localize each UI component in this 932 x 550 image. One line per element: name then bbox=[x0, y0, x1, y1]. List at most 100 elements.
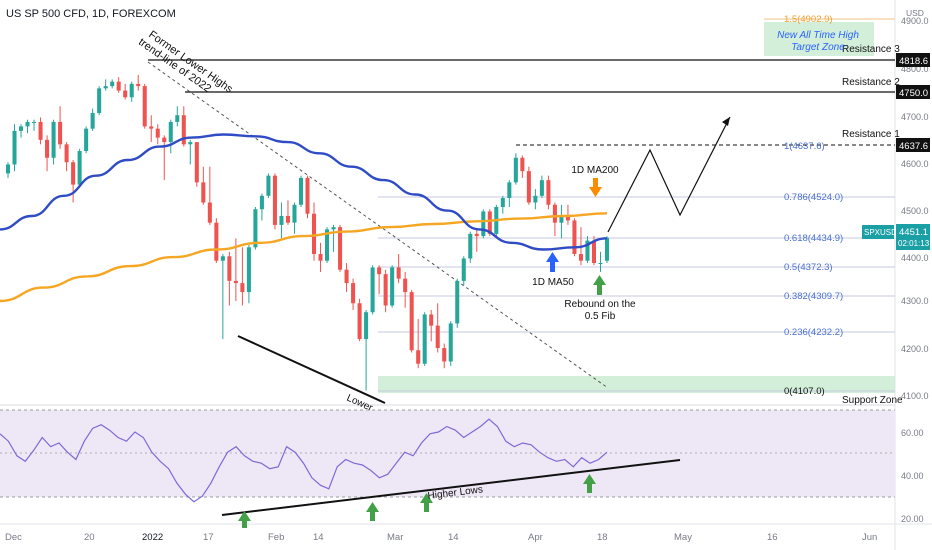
candle-body bbox=[240, 283, 245, 293]
candle-body bbox=[442, 348, 447, 362]
candle-body bbox=[409, 292, 414, 351]
candle-body bbox=[292, 204, 297, 223]
candle-body bbox=[84, 128, 89, 152]
symbol-badge bbox=[862, 225, 894, 239]
ma50-arrow-icon bbox=[546, 252, 559, 272]
candle-body bbox=[311, 213, 317, 255]
target-zone-label-line1: New All Time High bbox=[777, 30, 859, 41]
ma200-arrow-icon bbox=[589, 178, 602, 197]
rsi-arrow-4-icon bbox=[583, 474, 596, 493]
resistance2-badge-text: 4750.0 bbox=[899, 88, 928, 99]
price-tick: 4500.0 bbox=[901, 206, 929, 216]
price-tick: 4400.0 bbox=[901, 253, 929, 263]
ma50-label: 1D MA50 bbox=[532, 277, 574, 288]
candle-body bbox=[214, 222, 219, 261]
fib-lines bbox=[378, 18, 895, 392]
candle-body bbox=[298, 177, 304, 205]
rsi-tick: 60.00 bbox=[901, 428, 924, 438]
support-zone-label: Support Zone bbox=[842, 395, 903, 406]
candle-body bbox=[25, 121, 30, 127]
candle-body bbox=[188, 142, 193, 145]
fib-label-1: 1(4637.6) bbox=[784, 141, 825, 152]
resistance3-label: Resistance 3 bbox=[842, 44, 900, 55]
candle-body bbox=[175, 115, 180, 122]
candle-body bbox=[110, 81, 115, 87]
candle-body bbox=[162, 137, 167, 143]
candle-body bbox=[377, 267, 382, 275]
candle-body bbox=[383, 274, 388, 306]
candle-body bbox=[253, 209, 258, 248]
current-price-text: 4451.1 bbox=[899, 227, 928, 238]
symbol-badge-text: SPXUSD bbox=[864, 228, 897, 237]
resistance1-label: Resistance 1 bbox=[842, 129, 900, 140]
candle-body bbox=[416, 350, 421, 364]
candle-body bbox=[422, 314, 427, 364]
price-tick: 4900.0 bbox=[901, 16, 929, 26]
rsi-arrow-1-icon bbox=[238, 511, 251, 528]
lower-lows-line bbox=[237, 335, 386, 404]
time-axis: Dec 20 2022 17 Feb 14 Mar 14 Apr 18 May … bbox=[5, 532, 877, 543]
time-tick: May bbox=[674, 532, 692, 543]
candle-body bbox=[266, 175, 271, 196]
fib-label-15: 1.5(4902.9) bbox=[784, 14, 833, 25]
candle-body bbox=[149, 126, 154, 129]
candle-body bbox=[435, 325, 440, 349]
candle-body bbox=[585, 240, 590, 261]
candle-body bbox=[461, 258, 466, 281]
price-tick: 4600.0 bbox=[901, 159, 929, 169]
candle-body bbox=[598, 262, 603, 264]
time-tick: 16 bbox=[767, 532, 778, 543]
candle-body bbox=[58, 121, 63, 145]
fib-label-0618: 0.618(4434.9) bbox=[784, 233, 843, 244]
candle-body bbox=[90, 112, 95, 129]
resistance2-badge bbox=[896, 85, 930, 99]
candle-body bbox=[19, 126, 24, 131]
rsi-arrow-2-icon bbox=[366, 502, 379, 521]
candle-body bbox=[207, 202, 212, 223]
candle-body bbox=[513, 157, 518, 183]
resistance1-badge-text: 4637.6 bbox=[899, 141, 928, 152]
rebound-label-line2: 0.5 Fib bbox=[585, 311, 616, 322]
candle-body bbox=[520, 157, 525, 172]
rsi-arrow-3-icon bbox=[420, 493, 433, 512]
candle-body bbox=[604, 237, 610, 261]
resistance3-badge-text: 4818.6 bbox=[899, 56, 928, 67]
time-tick: 20 bbox=[84, 532, 95, 543]
candle-body bbox=[45, 139, 50, 158]
candle-body bbox=[233, 280, 238, 284]
projection-path bbox=[607, 116, 731, 233]
time-tick: 17 bbox=[203, 532, 214, 543]
ma200-label: 1D MA200 bbox=[571, 165, 619, 176]
candle-body bbox=[38, 121, 43, 140]
candle-body bbox=[325, 229, 330, 261]
ma50-line bbox=[0, 133, 608, 251]
candle-body bbox=[526, 171, 531, 203]
candle-body bbox=[500, 198, 505, 207]
candle-body bbox=[5, 164, 11, 174]
fib-label-0: 0(4107.0) bbox=[784, 386, 825, 397]
candle-body bbox=[259, 195, 264, 210]
candle-body bbox=[481, 211, 486, 237]
candle-body bbox=[77, 151, 82, 185]
chart-title: US SP 500 CFD, 1D, FOREXCOM bbox=[6, 8, 176, 20]
price-tick: 4300.0 bbox=[901, 296, 929, 306]
time-tick: Dec bbox=[5, 532, 22, 543]
candle-body bbox=[246, 247, 251, 293]
price-tick: 4200.0 bbox=[901, 344, 929, 354]
candle-body bbox=[364, 312, 369, 340]
candles-layer bbox=[5, 74, 610, 391]
support-zone bbox=[378, 376, 895, 393]
candle-body bbox=[552, 204, 557, 223]
fib-label-0382: 0.382(4309.7) bbox=[784, 291, 843, 302]
candle-body bbox=[227, 256, 232, 281]
candle-body bbox=[539, 180, 544, 196]
current-price-badge bbox=[896, 224, 930, 250]
countdown-text: 02:01:13 bbox=[898, 239, 930, 248]
candle-body bbox=[136, 83, 141, 87]
candle-body bbox=[272, 175, 277, 225]
candle-body bbox=[455, 280, 460, 324]
candle-body bbox=[351, 283, 356, 304]
time-tick: Jun bbox=[862, 532, 877, 543]
candle-body bbox=[487, 211, 492, 234]
